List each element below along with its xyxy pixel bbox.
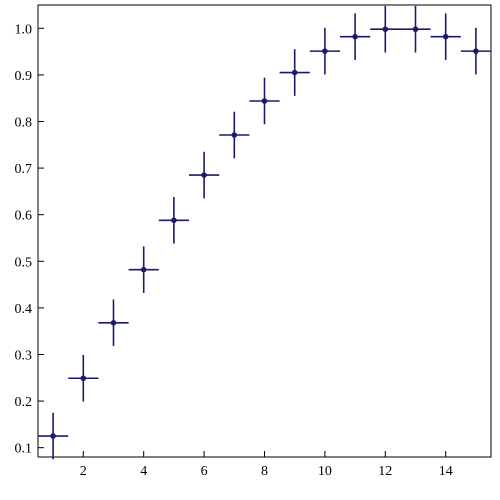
data-point-group xyxy=(430,13,461,60)
data-point-group xyxy=(158,196,189,244)
x-tick-label: 6 xyxy=(201,464,208,479)
data-point-group xyxy=(279,49,310,96)
y-axis: 0.1 0.2 0.3 0.4 0.5 0.6 0.7 0.8 0.9 1.0 xyxy=(15,22,44,457)
x-tick-label: 8 xyxy=(261,464,268,479)
data-point xyxy=(50,433,56,439)
y-tick-label: 1.0 xyxy=(15,22,33,37)
y-tick-label: 0.4 xyxy=(15,302,33,317)
data-point xyxy=(473,48,479,54)
data-point xyxy=(80,375,87,382)
data-point-group xyxy=(460,27,491,75)
data-point-group xyxy=(370,5,401,53)
data-point-group xyxy=(400,5,431,53)
x-tick-label: 14 xyxy=(439,464,453,479)
y-tick-label: 0.3 xyxy=(15,348,33,363)
y-tick-label: 0.1 xyxy=(15,442,33,457)
data-point xyxy=(171,217,177,224)
data-point xyxy=(291,69,298,76)
data-point-group xyxy=(219,111,250,159)
data-point xyxy=(201,172,207,178)
x-tick-label: 10 xyxy=(318,464,332,479)
y-tick-label: 0.5 xyxy=(15,255,33,270)
y-tick-label: 0.2 xyxy=(15,395,33,410)
data-point-group xyxy=(38,412,69,460)
data-point-group xyxy=(309,27,340,75)
x-axis: 2 4 6 8 10 12 14 xyxy=(80,451,453,479)
data-point xyxy=(231,132,238,138)
data-point xyxy=(382,26,389,33)
data-point-group xyxy=(249,77,280,125)
data-point-group xyxy=(68,354,99,402)
data-point xyxy=(352,33,358,40)
y-tick-label: 0.9 xyxy=(15,69,33,84)
data-point-group xyxy=(128,246,159,293)
data-point xyxy=(442,33,449,40)
data-point-group xyxy=(98,299,129,347)
data-point xyxy=(261,98,268,104)
data-point-group xyxy=(189,151,220,199)
x-tick-label: 2 xyxy=(80,464,87,479)
plot-area-frame xyxy=(37,4,492,458)
data-point xyxy=(322,48,328,54)
y-tick-label: 0.7 xyxy=(15,162,33,177)
data-point-group xyxy=(340,13,371,60)
data-point xyxy=(412,26,419,33)
data-point xyxy=(110,319,117,326)
data-point xyxy=(140,266,147,273)
x-tick-label: 12 xyxy=(378,464,392,479)
y-tick-label: 0.8 xyxy=(15,115,33,130)
data-series xyxy=(38,5,491,460)
y-tick-label: 0.6 xyxy=(15,209,33,224)
x-tick-label: 4 xyxy=(140,464,147,479)
